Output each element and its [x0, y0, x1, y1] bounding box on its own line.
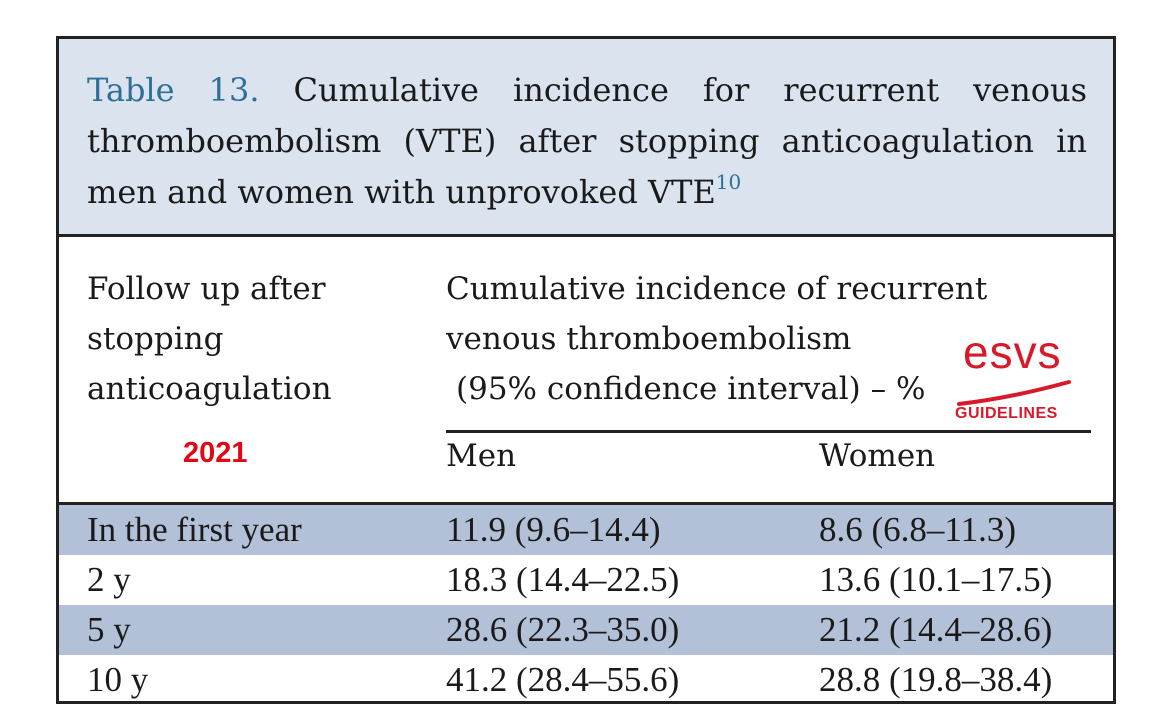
- period-cell: In the first year: [87, 510, 302, 549]
- table-body: In the first year 11.9 (9.6–14.4) 8.6 (6…: [59, 505, 1113, 705]
- logo-swoosh-icon: [957, 380, 1071, 406]
- table-row: In the first year 11.9 (9.6–14.4) 8.6 (6…: [59, 505, 1113, 555]
- incidence-table: Table 13. Cumulative incidence for recur…: [56, 36, 1116, 704]
- table-row: 2 y 18.3 (14.4–22.5) 13.6 (10.1–17.5): [59, 555, 1113, 605]
- reference-superscript[interactable]: 10: [715, 170, 742, 194]
- logo-wordmark: esvs: [963, 326, 1062, 378]
- table-row: 10 y 41.2 (28.4–55.6) 28.8 (19.8–38.4): [59, 655, 1113, 705]
- women-cell: 8.6 (6.8–11.3): [819, 510, 1017, 549]
- header-line: (95% confidence interval) – %: [456, 371, 926, 407]
- men-cell: 18.3 (14.4–22.5): [446, 560, 680, 599]
- header-line: stopping: [87, 321, 224, 357]
- logo-subtitle: GUIDELINES: [955, 405, 1058, 422]
- header-line: venous thromboembolism: [446, 321, 852, 357]
- esvs-guidelines-logo: esvs GUIDELINES: [951, 322, 1086, 432]
- caption-text: Cumulative incidence for recurrent venou…: [87, 71, 1088, 211]
- women-cell: 13.6 (10.1–17.5): [819, 560, 1053, 599]
- year-label: 2021: [183, 437, 248, 469]
- table-header: Follow up after stopping anticoagulation…: [59, 237, 1113, 505]
- header-line: Cumulative incidence of recurrent: [446, 271, 988, 307]
- men-cell: 28.6 (22.3–35.0): [446, 610, 680, 649]
- women-column-header: Women: [819, 438, 936, 474]
- table-caption: Table 13. Cumulative incidence for recur…: [59, 39, 1113, 237]
- men-cell: 41.2 (28.4–55.6): [446, 660, 680, 699]
- followup-column-header: Follow up after stopping anticoagulation: [87, 264, 332, 414]
- incidence-column-header: Cumulative incidence of recurrent venous…: [446, 264, 987, 414]
- period-cell: 2 y: [87, 560, 131, 599]
- header-line: Follow up after: [87, 271, 326, 307]
- period-cell: 5 y: [87, 610, 131, 649]
- table-row: 5 y 28.6 (22.3–35.0) 21.2 (14.4–28.6): [59, 605, 1113, 655]
- period-cell: 10 y: [87, 660, 149, 699]
- women-cell: 28.8 (19.8–38.4): [819, 660, 1053, 699]
- women-cell: 21.2 (14.4–28.6): [819, 610, 1053, 649]
- header-line: anticoagulation: [87, 371, 332, 407]
- men-column-header: Men: [446, 438, 517, 474]
- table-label: Table 13.: [87, 71, 260, 109]
- subheader-divider: [446, 430, 1091, 433]
- men-cell: 11.9 (9.6–14.4): [446, 510, 661, 549]
